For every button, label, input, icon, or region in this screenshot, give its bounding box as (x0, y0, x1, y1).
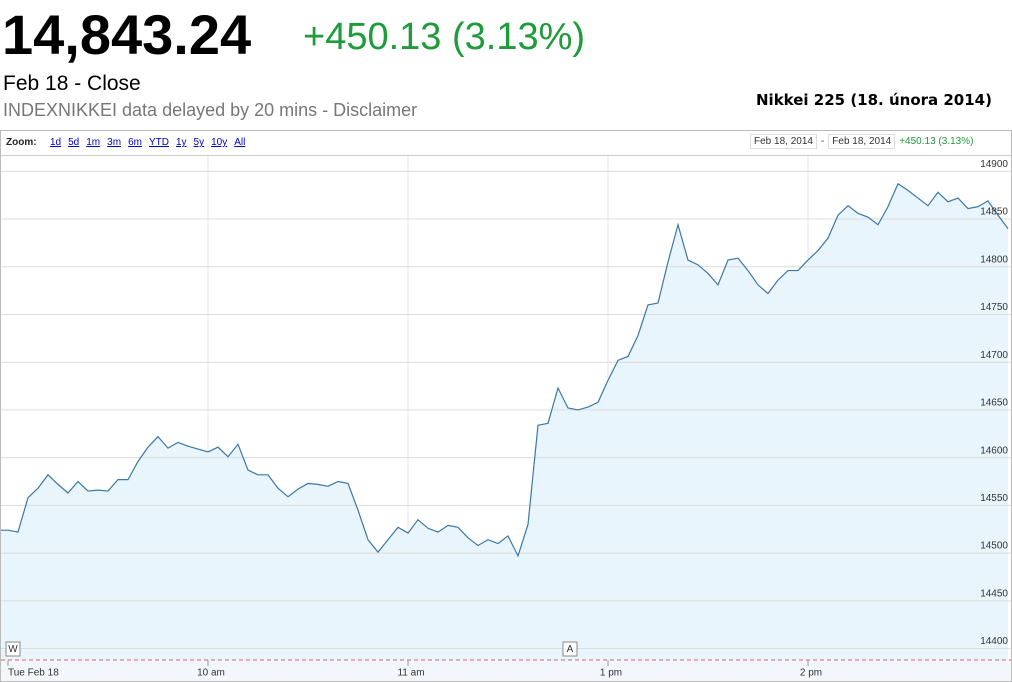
range-end[interactable]: Feb 18, 2014 (828, 134, 896, 149)
y-tick-label: 14700 (980, 350, 1008, 361)
zoom-option[interactable]: 10y (211, 137, 228, 148)
line (1, 182, 1009, 558)
source[interactable]: INDEXNIKKEI data delayed by 20 mins - Di… (3, 100, 418, 120)
range-start[interactable]: Feb 18, 2014 (750, 134, 817, 149)
zoom-option[interactable]: 1y (175, 137, 187, 148)
area-lead (1, 530, 8, 660)
zoom-option[interactable]: 6m (128, 137, 142, 148)
zoom-option[interactable]: 1m (86, 137, 101, 148)
x-axis-strip (1, 660, 1011, 681)
price: 14,843.24 (2, 3, 252, 66)
zoom-label: Zoom: (6, 137, 37, 148)
y-tick-label: 14450 (980, 588, 1008, 599)
y-tick-label: 14550 (980, 493, 1008, 504)
flag[interactable] (562, 641, 578, 657)
x-tick-label: 1 pm (600, 668, 622, 679)
y-tick-label: 14600 (980, 445, 1008, 456)
x-tick-label: Tue Feb 18 (8, 668, 59, 679)
flag-label[interactable]: A (567, 644, 574, 655)
y-tick-label: 14650 (980, 398, 1008, 409)
flag-label[interactable]: W (8, 644, 18, 655)
range-change: +450.13 (3.13%) (899, 136, 974, 147)
y-tick-label: 14900 (980, 159, 1008, 170)
zoom-option[interactable]: All (234, 137, 246, 148)
zoom-option[interactable]: 1d (50, 137, 62, 148)
y-tick-label: 14750 (980, 302, 1008, 313)
x-tick-label: 10 am (197, 668, 225, 679)
status: Feb 18 - Close (3, 72, 141, 95)
change: +450.13 (3.13%) (303, 16, 586, 58)
y-tick-label: 14800 (980, 254, 1008, 265)
y-tick-label: 14500 (980, 541, 1008, 552)
zoom-option[interactable]: YTD (148, 137, 169, 148)
y-tick-label: 14400 (980, 636, 1008, 647)
range: Feb 18, 2014 - Feb 18, 2014 +450.13 (3.1… (750, 134, 973, 149)
zoom-option[interactable]: 5y (193, 137, 205, 148)
x-tick-label: 2 pm (800, 668, 822, 679)
caption: Nikkei 225 (18. února 2014) (756, 91, 992, 109)
x-tick-label: 11 am (397, 668, 424, 679)
zoom-option[interactable]: 3m (107, 137, 122, 148)
range-separator: - (820, 136, 825, 147)
zoom-options: 1d 5d 1m 3m 6m YTD 1y 5y 10y All (50, 137, 245, 148)
y-tick-label: 14850 (980, 207, 1008, 218)
flag[interactable] (5, 641, 21, 657)
zoom-option[interactable]: 5d (68, 137, 80, 148)
area (8, 183, 1008, 660)
